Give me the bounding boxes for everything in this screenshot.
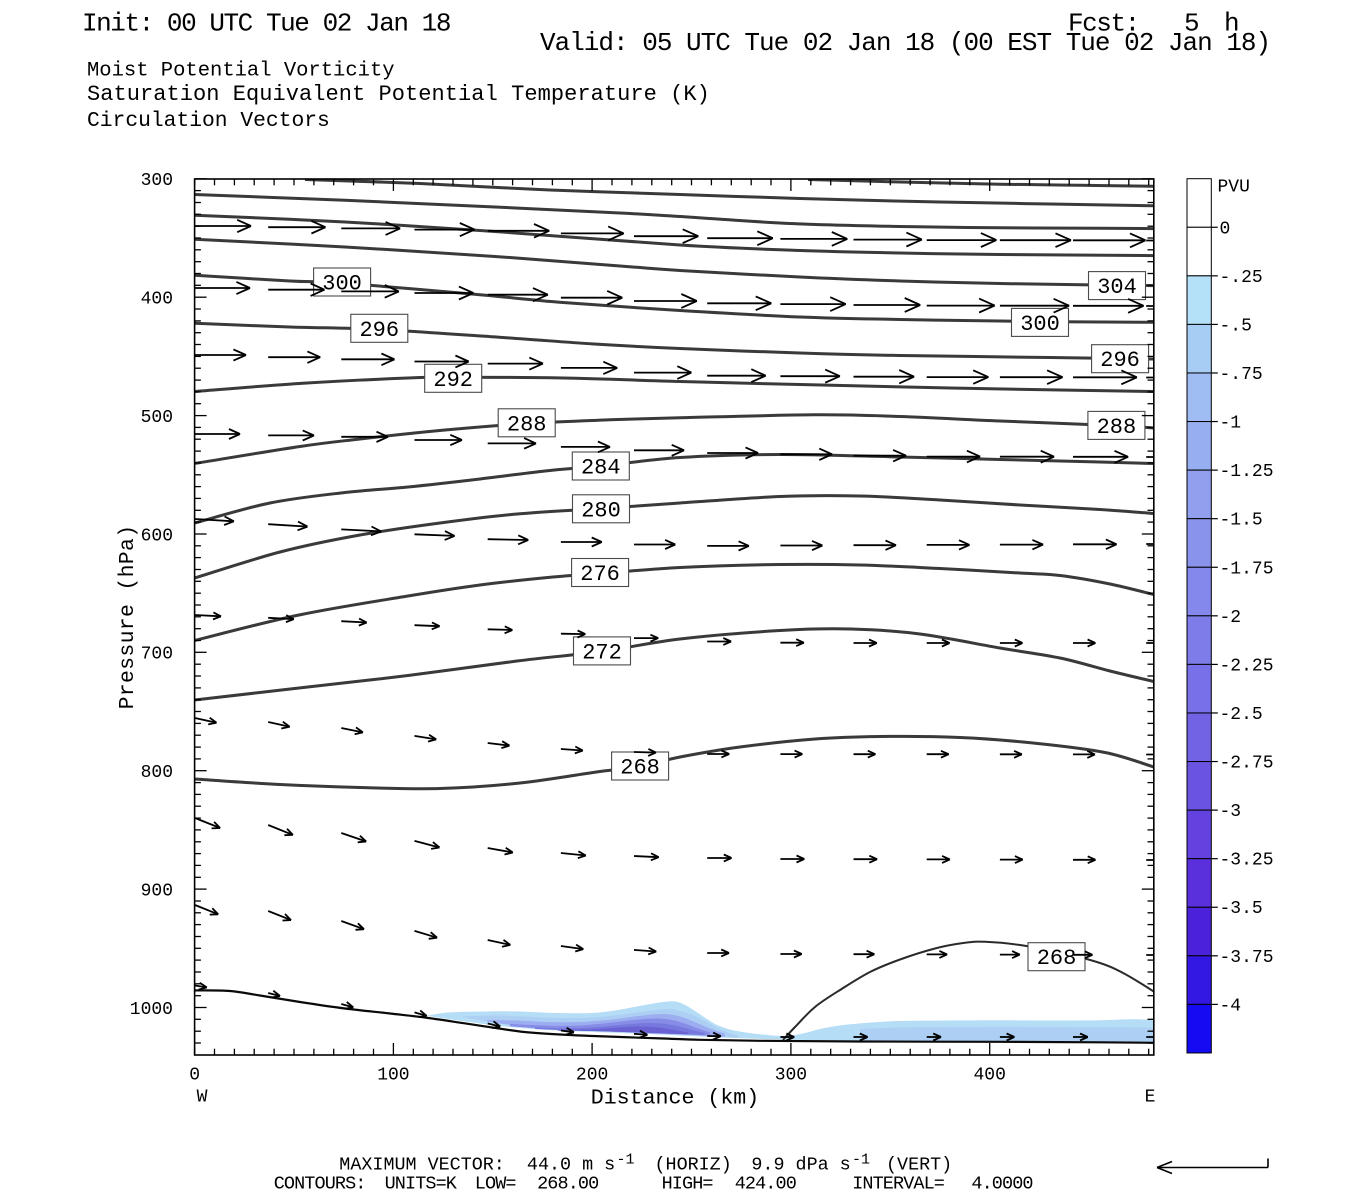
svg-text:296: 296 — [1100, 348, 1140, 373]
svg-text:-.25: -.25 — [1220, 268, 1263, 288]
svg-text:-1.75: -1.75 — [1220, 559, 1274, 579]
svg-text:INTERVAL=: INTERVAL= — [852, 1174, 945, 1195]
svg-text:400: 400 — [141, 290, 173, 310]
svg-text:0: 0 — [189, 1066, 200, 1086]
svg-text:284: 284 — [581, 456, 621, 481]
svg-text:9.9 dPa s: 9.9 dPa s — [751, 1155, 850, 1176]
svg-text:296: 296 — [359, 318, 399, 343]
svg-text:(VERT): (VERT) — [886, 1155, 952, 1176]
svg-text:272: 272 — [582, 640, 622, 665]
svg-text:Pressure (hPa): Pressure (hPa) — [116, 525, 140, 710]
svg-text:424.00: 424.00 — [735, 1174, 796, 1195]
svg-text:Saturation Equivalent Potentia: Saturation Equivalent Potential Temperat… — [87, 82, 710, 107]
svg-text:300: 300 — [775, 1066, 807, 1086]
svg-text:292: 292 — [433, 368, 473, 393]
svg-text:-4: -4 — [1220, 996, 1242, 1016]
svg-text:4.0000: 4.0000 — [971, 1174, 1032, 1195]
svg-text:-3: -3 — [1220, 802, 1242, 822]
svg-text:300: 300 — [141, 171, 173, 191]
svg-text:Valid: 05 UTC Tue 02 Jan 18 (0: Valid: 05 UTC Tue 02 Jan 18 (00 EST Tue … — [540, 28, 1270, 58]
svg-text:-.75: -.75 — [1220, 365, 1263, 385]
svg-text:268.00: 268.00 — [537, 1174, 598, 1195]
svg-text:300: 300 — [1020, 312, 1060, 337]
svg-text:800: 800 — [141, 763, 173, 783]
svg-text:MAXIMUM VECTOR: 44.0 m s: MAXIMUM VECTOR: 44.0 m s — [339, 1155, 615, 1176]
svg-text:UNITS=K: UNITS=K — [385, 1174, 458, 1195]
svg-text:-2.75: -2.75 — [1220, 754, 1274, 774]
svg-text:0: 0 — [1220, 219, 1231, 239]
svg-text:-2.5: -2.5 — [1220, 705, 1263, 725]
svg-text:E: E — [1145, 1088, 1156, 1108]
svg-text:700: 700 — [141, 645, 173, 665]
svg-text:1000: 1000 — [130, 1000, 173, 1020]
svg-text:LOW=: LOW= — [475, 1174, 517, 1195]
svg-text:-2: -2 — [1220, 608, 1242, 628]
svg-text:W: W — [197, 1088, 208, 1108]
svg-text:268: 268 — [1037, 946, 1077, 971]
svg-text:Moist Potential Vorticity: Moist Potential Vorticity — [87, 60, 395, 83]
svg-text:-3.25: -3.25 — [1220, 851, 1274, 871]
svg-text:280: 280 — [581, 498, 621, 523]
svg-text:288: 288 — [507, 412, 547, 437]
svg-text:Init: 00 UTC Tue 02 Jan 18: Init: 00 UTC Tue 02 Jan 18 — [82, 9, 450, 39]
svg-text:304: 304 — [1097, 275, 1137, 300]
svg-text:Fcst:: Fcst: — [1068, 9, 1139, 39]
svg-text:900: 900 — [141, 881, 173, 901]
svg-text:PVU: PVU — [1218, 178, 1250, 198]
svg-text:Circulation Vectors: Circulation Vectors — [87, 109, 330, 133]
svg-text:268: 268 — [620, 756, 660, 781]
svg-text:-3.75: -3.75 — [1220, 948, 1274, 968]
svg-text:200: 200 — [576, 1066, 608, 1086]
svg-text:-1.5: -1.5 — [1220, 511, 1263, 531]
svg-text:288: 288 — [1097, 415, 1137, 440]
svg-text:-2.25: -2.25 — [1220, 656, 1274, 676]
svg-text:CONTOURS:: CONTOURS: — [274, 1174, 366, 1195]
svg-text:-1: -1 — [1220, 414, 1242, 434]
svg-text:-1: -1 — [617, 1152, 635, 1169]
svg-text:(HORIZ): (HORIZ) — [655, 1155, 732, 1176]
svg-text:h: h — [1224, 9, 1238, 39]
svg-text:5: 5 — [1184, 9, 1198, 39]
svg-text:-1.25: -1.25 — [1220, 462, 1274, 482]
svg-text:-1: -1 — [852, 1152, 870, 1169]
svg-text:276: 276 — [580, 562, 620, 587]
svg-text:HIGH=: HIGH= — [662, 1174, 714, 1195]
svg-text:-.5: -.5 — [1220, 316, 1252, 336]
svg-text:300: 300 — [322, 272, 362, 297]
svg-text:-3.5: -3.5 — [1220, 899, 1263, 919]
svg-text:500: 500 — [141, 408, 173, 428]
svg-text:600: 600 — [141, 526, 173, 546]
svg-text:100: 100 — [377, 1066, 409, 1086]
svg-text:Distance (km): Distance (km) — [591, 1087, 759, 1111]
svg-text:400: 400 — [973, 1066, 1005, 1086]
